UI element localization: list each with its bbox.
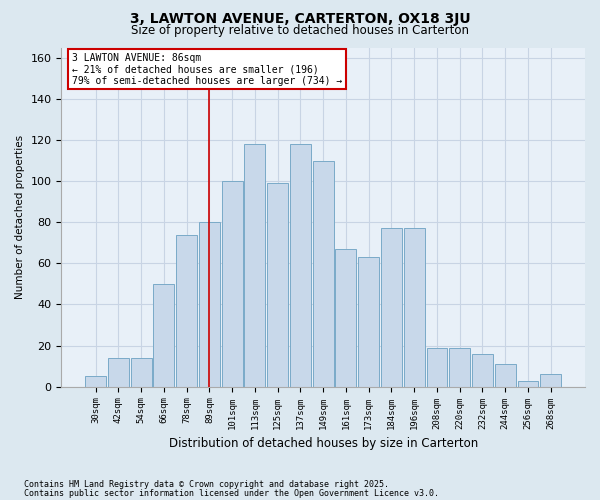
Bar [472, 354, 493, 386]
Bar [358, 257, 379, 386]
Text: Contains public sector information licensed under the Open Government Licence v3: Contains public sector information licen… [24, 489, 439, 498]
Bar [495, 364, 515, 386]
Bar [427, 348, 448, 387]
X-axis label: Distribution of detached houses by size in Carterton: Distribution of detached houses by size … [169, 437, 478, 450]
Bar [85, 376, 106, 386]
Text: Size of property relative to detached houses in Carterton: Size of property relative to detached ho… [131, 24, 469, 37]
Bar [313, 160, 334, 386]
Bar [222, 181, 242, 386]
Bar [108, 358, 129, 386]
Bar [199, 222, 220, 386]
Bar [335, 249, 356, 386]
Bar [381, 228, 402, 386]
Y-axis label: Number of detached properties: Number of detached properties [15, 135, 25, 299]
Bar [176, 234, 197, 386]
Bar [267, 183, 288, 386]
Bar [131, 358, 152, 386]
Bar [449, 348, 470, 387]
Text: 3 LAWTON AVENUE: 86sqm
← 21% of detached houses are smaller (196)
79% of semi-de: 3 LAWTON AVENUE: 86sqm ← 21% of detached… [72, 52, 342, 86]
Bar [540, 374, 561, 386]
Bar [290, 144, 311, 386]
Bar [518, 380, 538, 386]
Bar [154, 284, 175, 386]
Text: Contains HM Land Registry data © Crown copyright and database right 2025.: Contains HM Land Registry data © Crown c… [24, 480, 389, 489]
Bar [244, 144, 265, 386]
Text: 3, LAWTON AVENUE, CARTERTON, OX18 3JU: 3, LAWTON AVENUE, CARTERTON, OX18 3JU [130, 12, 470, 26]
Bar [404, 228, 425, 386]
